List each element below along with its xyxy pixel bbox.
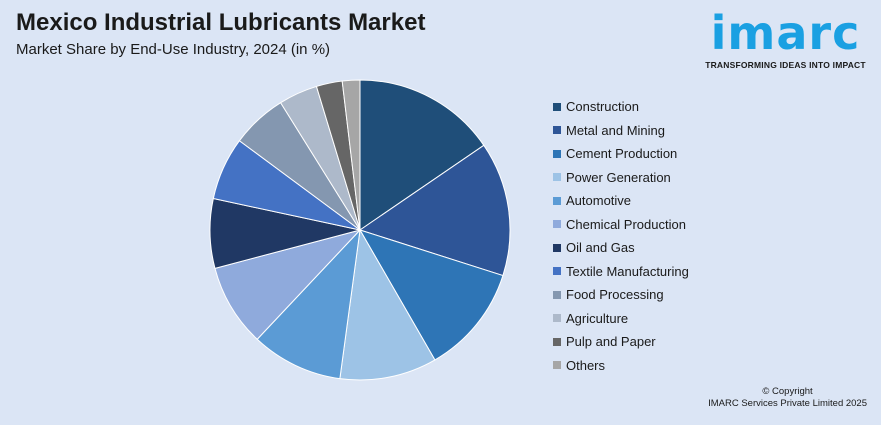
legend-label: Automotive — [566, 193, 632, 209]
legend-item-chemical-production: Chemical Production — [553, 213, 689, 237]
legend-label: Construction — [566, 99, 639, 115]
legend-swatch — [553, 173, 561, 182]
legend-swatch — [553, 220, 561, 229]
legend-label: Oil and Gas — [566, 240, 635, 256]
legend-swatch — [553, 290, 561, 299]
legend-label: Metal and Mining — [566, 122, 665, 138]
chart-legend: Construction Metal and Mining Cement Produ… — [553, 95, 689, 377]
pie-slice-others — [341, 79, 361, 231]
chart-title: Mexico Industrial Lubricants Market — [16, 9, 426, 36]
legend-label: Food Processing — [566, 287, 664, 303]
pie-slice-automotive — [256, 228, 361, 380]
imarc-logo: imarc TRANSFORMING IDEAS INTO IMPACT — [698, 8, 873, 70]
legend-item-construction: Construction — [553, 95, 689, 119]
legend-item-others: Others — [553, 354, 689, 378]
legend-swatch — [553, 196, 561, 205]
legend-swatch — [553, 126, 561, 135]
legend-item-textile-manufacturing: Textile Manufacturing — [553, 260, 689, 284]
logo-wordmark: imarc — [710, 6, 861, 60]
legend-label: Cement Production — [566, 146, 678, 162]
legend-label: Chemical Production — [566, 216, 686, 232]
legend-swatch — [553, 243, 561, 252]
copyright-line-2: IMARC Services Private Limited 2025 — [708, 398, 867, 409]
legend-item-automotive: Automotive — [553, 189, 689, 213]
legend-item-agriculture: Agriculture — [553, 307, 689, 331]
legend-label: Pulp and Paper — [566, 334, 656, 350]
legend-item-cement-production: Cement Production — [553, 142, 689, 166]
legend-swatch — [553, 337, 561, 346]
pie-slice-power-generation — [339, 228, 436, 381]
legend-label: Others — [566, 357, 606, 373]
logo-tagline: TRANSFORMING IDEAS INTO IMPACT — [705, 60, 866, 70]
legend-swatch — [553, 267, 561, 276]
pie-slice-construction — [359, 79, 485, 231]
legend-item-power-generation: Power Generation — [553, 166, 689, 190]
pie-slice-chemical-production — [214, 229, 362, 340]
legend-item-oil-and-gas: Oil and Gas — [553, 236, 689, 260]
legend-label: Agriculture — [566, 310, 629, 326]
legend-item-food-processing: Food Processing — [553, 283, 689, 307]
legend-item-metal-and-mining: Metal and Mining — [553, 119, 689, 143]
legend-item-pulp-and-paper: Pulp and Paper — [553, 330, 689, 354]
legend-label: Textile Manufacturing — [566, 263, 689, 279]
legend-swatch — [553, 149, 561, 158]
legend-swatch — [553, 314, 561, 323]
copyright-notice: © Copyright IMARC Services Private Limit… — [708, 386, 867, 410]
legend-swatch — [553, 361, 561, 370]
copyright-line-1: © Copyright — [762, 386, 813, 397]
pie-slice-cement-production — [358, 229, 504, 361]
pie-slice-metal-and-mining — [358, 144, 511, 277]
legend-label: Power Generation — [566, 169, 671, 185]
chart-subtitle: Market Share by End-Use Industry, 2024 (… — [16, 41, 331, 58]
legend-swatch — [553, 102, 561, 111]
